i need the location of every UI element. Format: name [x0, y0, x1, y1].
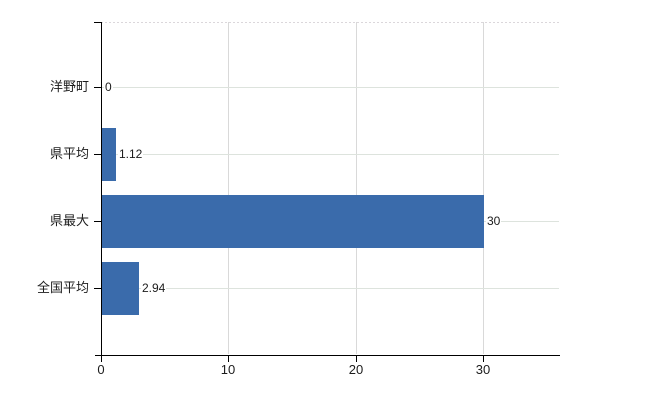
category-label: 洋野町 — [49, 79, 89, 94]
y-axis-tick — [94, 288, 101, 289]
x-axis-tick — [483, 356, 484, 362]
x-tick-label: 10 — [220, 362, 236, 377]
value-label: 1.12 — [118, 147, 144, 161]
x-tick-label: 20 — [348, 362, 364, 377]
bar — [102, 128, 116, 181]
x-axis-tick — [101, 356, 102, 362]
y-axis-tick — [94, 154, 101, 155]
value-label: 0 — [104, 80, 113, 94]
bar — [102, 195, 484, 248]
vertical-gridline — [228, 22, 229, 354]
x-axis-tick — [228, 356, 229, 362]
x-axis-tick — [356, 356, 357, 362]
y-axis-tick — [94, 87, 101, 88]
vertical-gridline — [483, 22, 484, 354]
x-tick-label: 0 — [97, 362, 105, 377]
bar — [102, 262, 139, 315]
y-axis-line — [101, 22, 102, 355]
x-axis-line — [95, 355, 560, 356]
y-axis-tick — [94, 221, 101, 222]
plot-top-dashed-border — [101, 22, 559, 23]
category-label: 県平均 — [49, 146, 89, 161]
horizontal-gridline — [101, 288, 559, 289]
value-label: 2.94 — [141, 281, 167, 295]
vertical-gridline — [356, 22, 357, 354]
horizontal-gridline — [101, 154, 559, 155]
y-axis-top-tick — [94, 22, 101, 23]
category-label: 全国平均 — [36, 280, 89, 295]
x-tick-label: 30 — [475, 362, 491, 377]
horizontal-gridline — [101, 87, 559, 88]
value-label: 30 — [486, 214, 502, 228]
category-label: 県最大 — [49, 213, 89, 228]
